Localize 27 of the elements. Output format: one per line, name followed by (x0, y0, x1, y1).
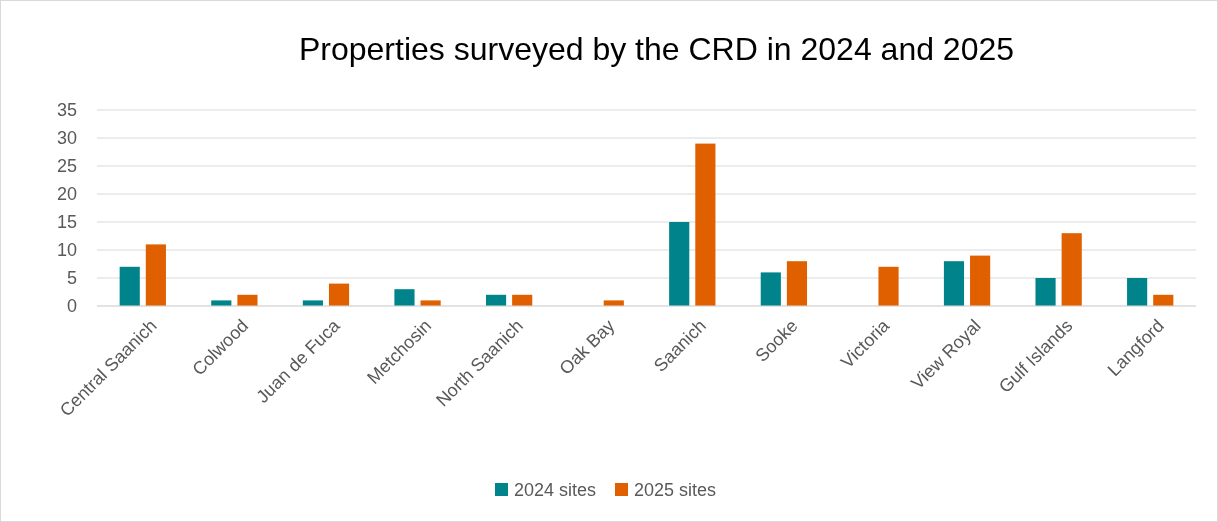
bar (119, 266, 140, 306)
y-tick-label: 20 (56, 184, 77, 205)
bar (943, 261, 965, 306)
bar (878, 266, 899, 306)
bar (1035, 278, 1056, 306)
bar (760, 272, 781, 306)
bar (394, 289, 415, 306)
bar (669, 222, 690, 306)
y-tick-label: 25 (56, 156, 77, 177)
bar (237, 294, 258, 306)
legend-label: 2024 sites (514, 480, 597, 501)
y-tick-label: 0 (66, 296, 77, 317)
y-tick-label: 35 (56, 100, 77, 121)
bar (786, 261, 808, 306)
legend-label: 2025 sites (634, 480, 717, 501)
bar (145, 244, 166, 306)
y-tick-label: 10 (56, 240, 77, 261)
y-tick-label: 5 (66, 268, 77, 289)
bar (1061, 233, 1082, 306)
bar (970, 255, 991, 306)
bar (695, 143, 716, 306)
y-tick-label: 30 (56, 128, 77, 149)
bar (328, 283, 350, 306)
x-tick-label: Oak Bay (555, 315, 619, 379)
chart-title: Properties surveyed by the CRD in 2024 and 2025 (298, 31, 1015, 67)
bar (1127, 278, 1148, 306)
y-tick-label: 15 (56, 212, 77, 233)
